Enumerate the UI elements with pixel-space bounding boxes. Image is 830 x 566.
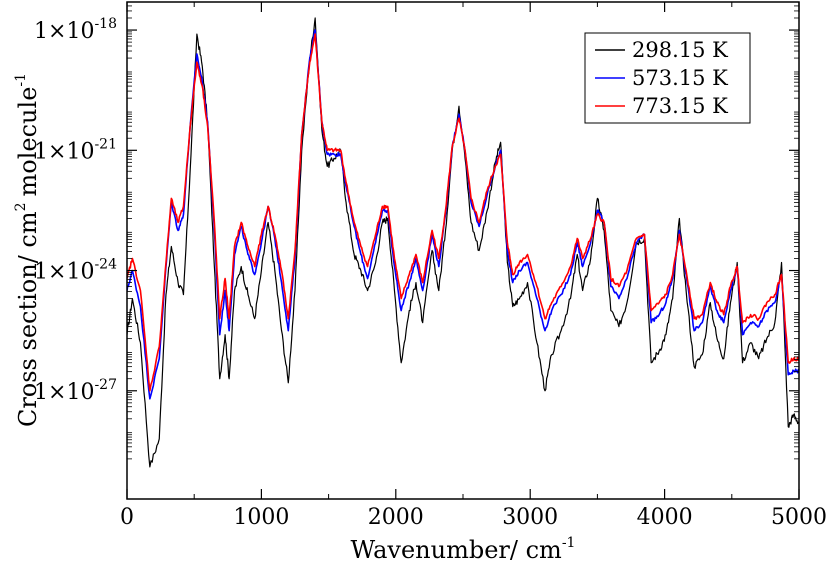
legend-label-773: 773.15 K bbox=[632, 94, 728, 118]
legend-label-298: 298.15 K bbox=[632, 38, 728, 62]
series-line-29815 bbox=[127, 17, 799, 468]
series-lines bbox=[127, 17, 799, 468]
x-axis-label-sup: -1 bbox=[562, 535, 576, 551]
y-axis-ticks: 1×10-18 1×10-21 1×10-24 1×10-27 bbox=[34, 1, 799, 460]
y-tick-label: 1×10-27 bbox=[34, 377, 117, 405]
x-tick-label: 3000 bbox=[502, 505, 558, 530]
y-tick-label: 1×10-24 bbox=[34, 257, 117, 285]
x-axis-label: Wavenumber/ cm-1 bbox=[351, 535, 576, 564]
y-axis-label-unit: molecule bbox=[14, 87, 42, 197]
x-tick-label: 0 bbox=[120, 505, 134, 530]
y-axis-label: Cross section/ cm2 molecule-1 bbox=[13, 73, 42, 427]
y-axis-label-sup1: 2 bbox=[13, 202, 29, 211]
y-axis-label-text: Cross section/ cm bbox=[14, 211, 42, 427]
series-line-77315 bbox=[127, 33, 799, 392]
x-tick-label: 2000 bbox=[368, 505, 424, 530]
x-tick-label: 1000 bbox=[233, 505, 289, 530]
y-tick-label: 1×10-18 bbox=[34, 16, 117, 44]
legend: 298.15 K 573.15 K 773.15 K bbox=[584, 32, 751, 124]
legend-label-573: 573.15 K bbox=[632, 66, 728, 90]
x-axis-label-text: Wavenumber/ cm bbox=[351, 536, 563, 564]
y-tick-label: 1×10-21 bbox=[34, 136, 117, 164]
x-axis-ticks: 0 1000 2000 3000 4000 5000 bbox=[120, 2, 827, 530]
y-axis-label-sup2: -1 bbox=[13, 73, 29, 87]
x-tick-label: 4000 bbox=[637, 505, 693, 530]
x-tick-label: 5000 bbox=[771, 505, 827, 530]
